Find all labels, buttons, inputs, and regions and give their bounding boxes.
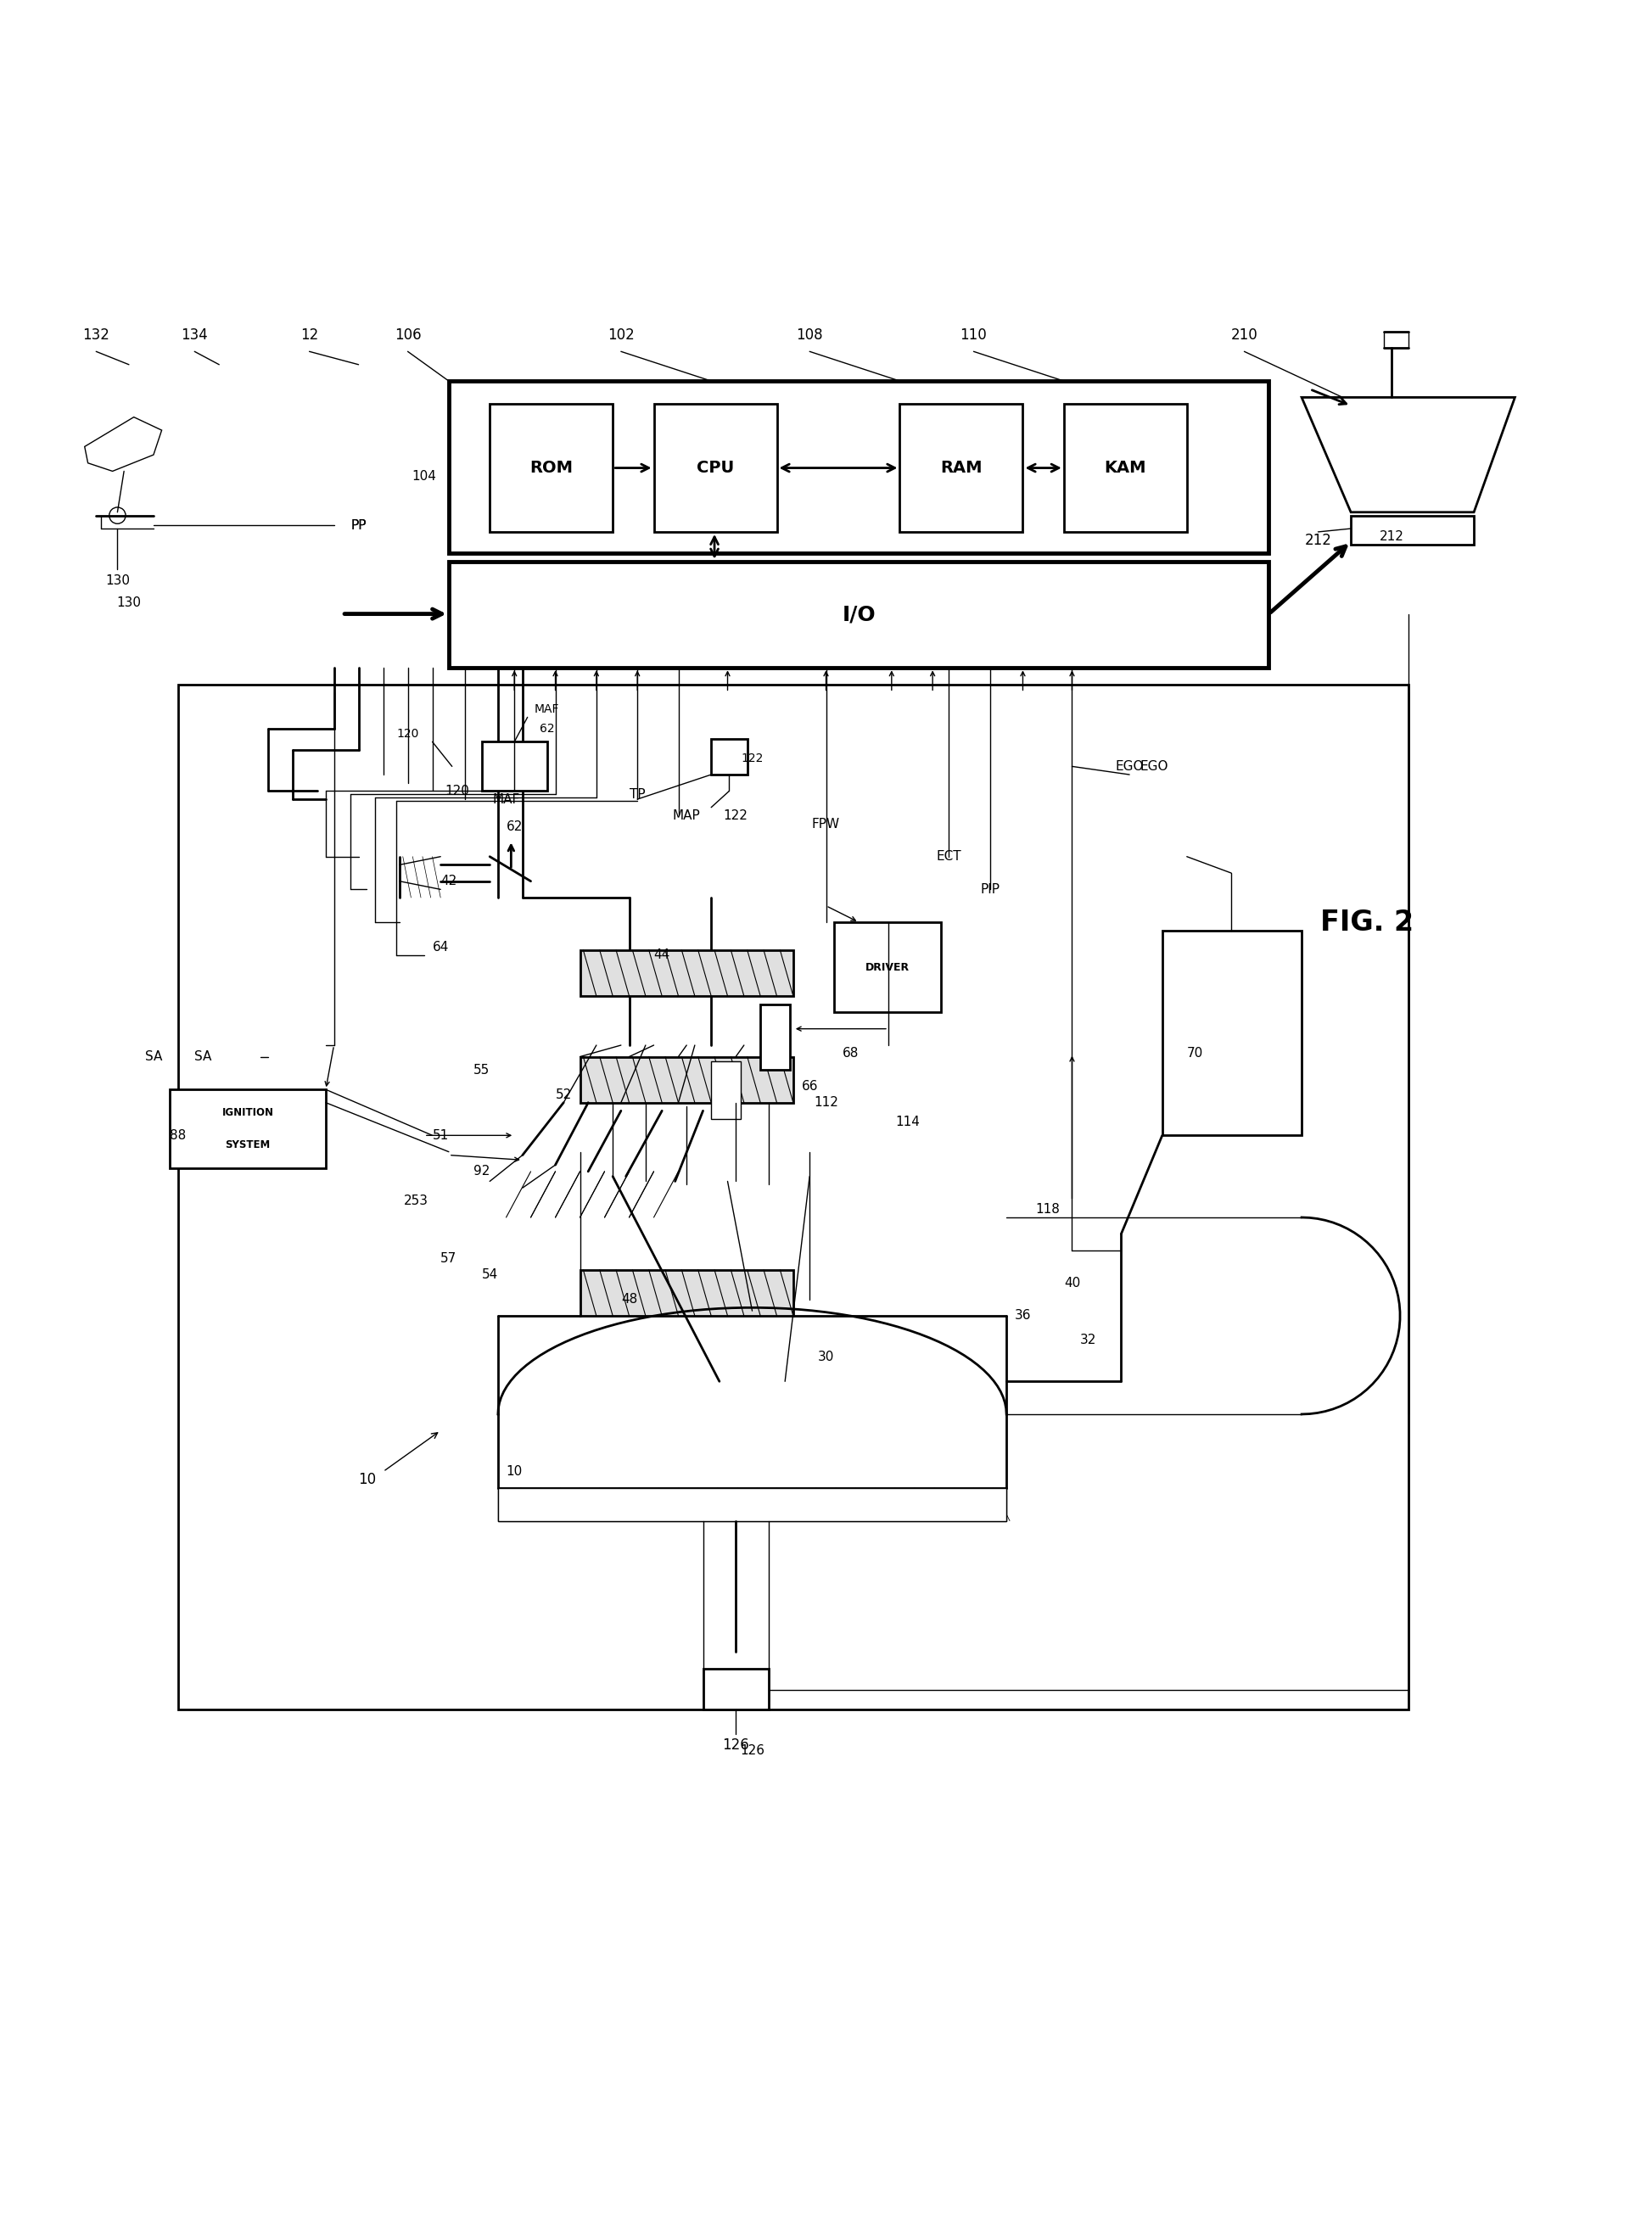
Bar (178, 685, 1408, 1710)
Bar (580, 1269, 793, 1316)
Bar (1351, 515, 1474, 546)
Text: 30: 30 (818, 1350, 834, 1363)
Text: MAP: MAP (672, 810, 700, 821)
Bar (654, 405, 776, 533)
Text: 106: 106 (395, 327, 421, 342)
Text: PP: PP (350, 519, 367, 533)
Bar (481, 741, 547, 790)
Text: 54: 54 (482, 1269, 497, 1280)
Text: PIP: PIP (980, 884, 999, 895)
Bar (580, 951, 793, 996)
Text: SA: SA (193, 1050, 211, 1063)
Text: 32: 32 (1080, 1334, 1097, 1347)
Text: FPW: FPW (811, 817, 841, 830)
Text: MAF: MAF (492, 792, 520, 806)
Text: 108: 108 (796, 327, 823, 342)
Text: 130: 130 (106, 575, 131, 586)
Text: 40: 40 (1064, 1276, 1080, 1289)
Text: 12: 12 (301, 327, 319, 342)
Bar (834, 922, 942, 1012)
Text: 120: 120 (396, 727, 420, 739)
Text: 122: 122 (742, 752, 763, 763)
Text: 122: 122 (724, 810, 748, 821)
Text: FIG. 2: FIG. 2 (1320, 909, 1414, 935)
Text: IGNITION: IGNITION (221, 1108, 274, 1119)
Bar (489, 405, 613, 533)
Text: 52: 52 (555, 1088, 572, 1101)
Bar (497, 1488, 1006, 1522)
Text: 62: 62 (506, 821, 522, 833)
Text: EGO: EGO (1140, 761, 1168, 772)
Text: 120: 120 (444, 786, 469, 797)
Text: 68: 68 (843, 1047, 859, 1061)
Text: 10: 10 (358, 1473, 375, 1488)
Text: EGO: EGO (1115, 761, 1143, 772)
Text: 130: 130 (117, 595, 140, 609)
Bar (1163, 931, 1302, 1135)
Bar (1064, 405, 1186, 533)
Text: KAM: KAM (1104, 459, 1146, 477)
Text: 88: 88 (170, 1128, 187, 1141)
Text: 110: 110 (960, 327, 988, 342)
Text: 210: 210 (1231, 327, 1257, 342)
Text: 92: 92 (474, 1166, 489, 1177)
Text: 102: 102 (608, 327, 634, 342)
Text: 62: 62 (540, 723, 555, 734)
Bar (449, 380, 1269, 553)
Bar (710, 1061, 740, 1119)
Text: RAM: RAM (940, 459, 983, 477)
Text: ECT: ECT (937, 850, 961, 864)
Text: 114: 114 (895, 1117, 920, 1128)
Text: 42: 42 (441, 875, 458, 888)
Text: 57: 57 (441, 1251, 458, 1264)
Text: MAF: MAF (535, 703, 560, 714)
Text: 112: 112 (814, 1097, 838, 1110)
Text: DRIVER: DRIVER (866, 962, 910, 974)
Text: 212: 212 (1305, 533, 1332, 548)
Bar (170, 1090, 325, 1168)
Circle shape (738, 1343, 765, 1370)
Bar (580, 1056, 793, 1103)
Text: 10: 10 (506, 1466, 522, 1477)
Text: 55: 55 (474, 1063, 489, 1076)
Text: 126: 126 (722, 1739, 750, 1752)
Text: 36: 36 (1014, 1309, 1031, 1323)
Text: 70: 70 (1186, 1047, 1203, 1061)
Text: 118: 118 (1036, 1202, 1059, 1215)
Text: 48: 48 (621, 1294, 638, 1305)
Text: 66: 66 (801, 1081, 818, 1092)
Text: SA: SA (145, 1050, 162, 1063)
Text: SYSTEM: SYSTEM (225, 1139, 271, 1150)
Text: I/O: I/O (843, 604, 876, 624)
Text: 253: 253 (403, 1195, 428, 1206)
Bar (449, 562, 1269, 667)
Text: CPU: CPU (697, 459, 733, 477)
Bar (497, 1488, 1006, 1522)
Bar (760, 1005, 790, 1070)
Text: 64: 64 (433, 940, 449, 953)
Text: 134: 134 (182, 327, 208, 342)
Text: PP: PP (350, 519, 367, 533)
Text: 126: 126 (740, 1743, 765, 1757)
Text: 51: 51 (433, 1128, 449, 1141)
Bar (900, 405, 1023, 533)
Bar (704, 1667, 768, 1710)
Text: TP: TP (629, 788, 646, 801)
Text: 132: 132 (83, 327, 109, 342)
Text: 44: 44 (654, 949, 671, 962)
Text: ROM: ROM (530, 459, 573, 477)
Bar (710, 739, 747, 774)
Text: 104: 104 (411, 470, 436, 483)
Text: 212: 212 (1379, 530, 1404, 544)
